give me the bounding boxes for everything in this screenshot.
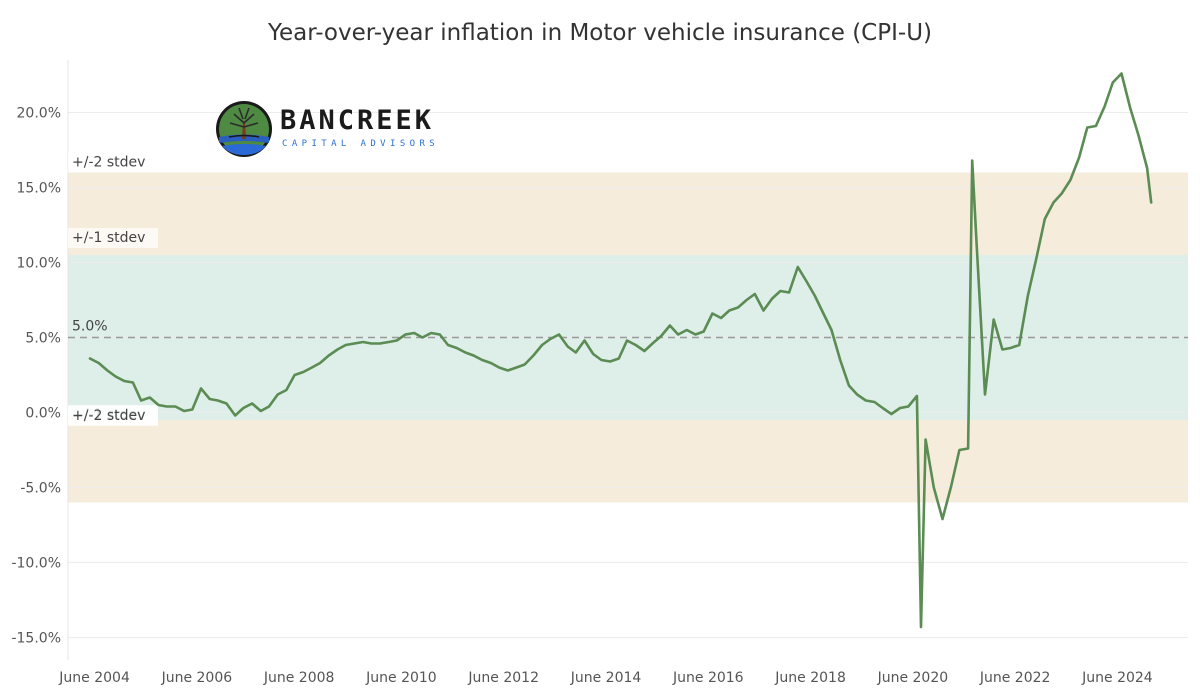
x-tick-label: June 2022 xyxy=(979,670,1051,686)
y-tick-label: -10.0% xyxy=(11,556,61,572)
x-tick-label: June 2006 xyxy=(161,670,233,686)
y-tick-label: 10.0% xyxy=(17,256,61,272)
series-layer xyxy=(88,72,1153,629)
reference-line-group: 5.0% xyxy=(68,319,1188,339)
upper-1-stdev-label: +/-1 stdev xyxy=(72,230,145,246)
x-tick-label: June 2012 xyxy=(467,670,539,686)
lower-2-stdev-label-bg xyxy=(68,406,158,426)
chart-title: Year-over-year inflation in Motor vehicl… xyxy=(267,20,933,46)
tree-emblem-icon xyxy=(216,101,272,157)
gridlines xyxy=(67,60,1188,660)
y-axis-ticks: 20.0% 15.0% 10.0% 5.0% 0.0% -5.0% -10.0% -15.0% xyxy=(11,106,61,647)
y-tick-label: 20.0% xyxy=(17,106,61,122)
y-tick-label: 15.0% xyxy=(17,181,61,197)
upper-1-stdev-label-bg xyxy=(68,228,158,248)
stdev-band-1 xyxy=(68,420,1188,503)
y-tick-label: -15.0% xyxy=(11,631,61,647)
series-line xyxy=(88,72,1153,629)
y-tick-label: 5.0% xyxy=(25,331,61,347)
x-tick-label: June 2020 xyxy=(877,670,949,686)
bancreek-logo: BANCREEK CAPITAL ADVISORS xyxy=(214,99,444,161)
band-labels: +/-2 stdev+/-1 stdev+/-1 stdev+/-2 stdev xyxy=(68,152,158,426)
x-tick-label: June 2010 xyxy=(365,670,437,686)
x-tick-label: June 2018 xyxy=(774,670,846,686)
upper-2-stdev-label: +/-2 stdev xyxy=(72,155,145,171)
x-tick-label: June 2008 xyxy=(263,670,335,686)
x-tick-label: June 2024 xyxy=(1081,670,1153,686)
upper-2-stdev-label-bg xyxy=(68,152,158,173)
reference-line-label: 5.0% xyxy=(72,319,108,335)
x-axis-ticks: June 2004 June 2006 June 2008 June 2010 June… xyxy=(58,670,1152,686)
y-tick-label: 0.0% xyxy=(25,406,61,422)
y-tick-label: -5.0% xyxy=(20,481,61,497)
x-tick-label: June 2016 xyxy=(672,670,744,686)
x-tick-label: June 2014 xyxy=(570,670,642,686)
logo-subtitle: CAPITAL ADVISORS xyxy=(282,139,440,149)
logo-name: BANCREEK xyxy=(280,105,435,136)
stdev-band-2 xyxy=(68,172,1188,255)
lower-2-stdev-label: +/-2 stdev xyxy=(72,408,145,424)
x-tick-label: June 2004 xyxy=(58,670,130,686)
